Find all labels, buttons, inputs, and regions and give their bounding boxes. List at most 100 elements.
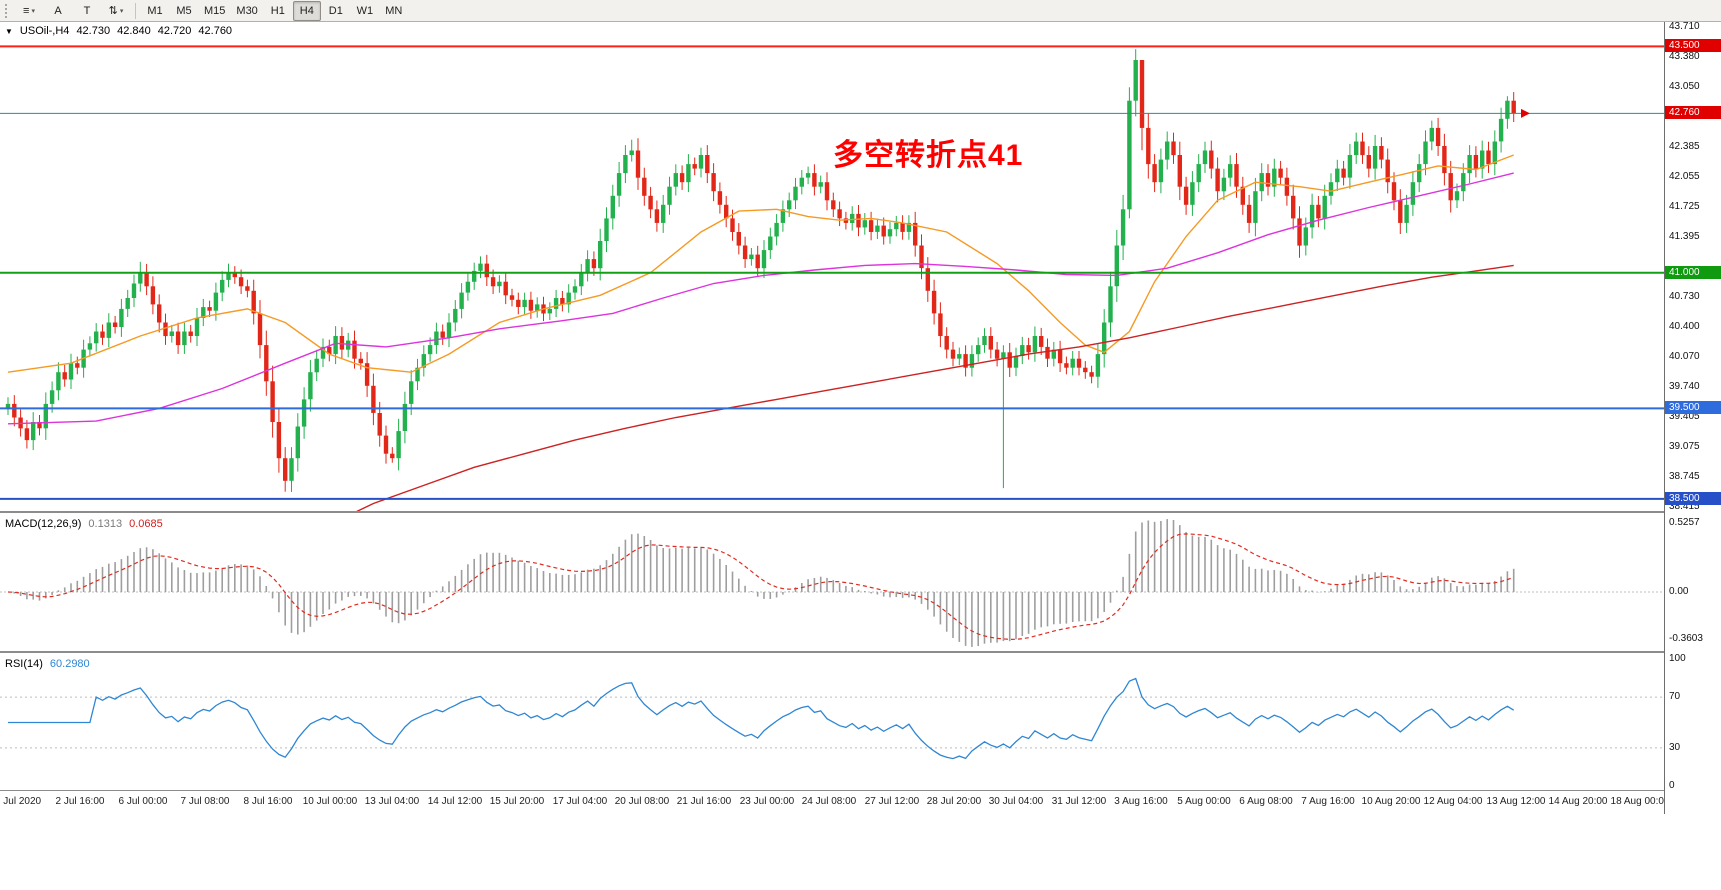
time-label: 6 Jul 00:00 <box>118 796 168 807</box>
macd-header: MACD(12,26,9) 0.1313 0.0685 <box>5 518 163 530</box>
macd-signal-value: 0.0685 <box>129 518 163 530</box>
text-tool-t-button[interactable]: T <box>73 1 101 21</box>
time-label: 31 Jul 12:00 <box>1051 796 1107 807</box>
text-tool-a-icon: A <box>54 4 62 17</box>
timeframe-d1-button[interactable]: D1 <box>328 4 343 17</box>
price-tick-label: 41.725 <box>1669 201 1700 212</box>
time-label: 23 Jul 00:00 <box>739 796 795 807</box>
time-label: 30 Jul 04:00 <box>988 796 1044 807</box>
price-tick-label: 38.745 <box>1669 471 1700 482</box>
main-chart-pane[interactable]: ▼ USOil-,H4 42.730 42.840 42.720 42.760 … <box>0 22 1664 513</box>
time-axis[interactable]: 1 Jul 2020 2 Jul 16:00 6 Jul 00:00 7 Jul 08… <box>0 792 1669 814</box>
candlestick-plot[interactable] <box>0 22 1664 511</box>
price-level-badge: 38.500 <box>1665 492 1721 505</box>
symbol-timeframe-label: USOil-,H4 <box>19 25 70 37</box>
arrange-cycle-button[interactable]: ⇅ ▾ <box>102 1 130 21</box>
price-axis[interactable]: 43.710 43.380 43.050 42.385 42.055 41.725 41.3… <box>1664 21 1721 814</box>
time-label: 18 Aug 00:00 <box>1610 796 1670 807</box>
time-label: 15 Jul 20:00 <box>489 796 545 807</box>
time-label: 21 Jul 16:00 <box>676 796 732 807</box>
arrange-cycle-icon: ⇅ <box>108 5 118 17</box>
toolbar-separator <box>135 2 136 19</box>
rsi-label: RSI(14) <box>5 658 43 670</box>
chevron-down-icon: ▾ <box>31 7 35 15</box>
macd-histogram <box>13 519 1515 647</box>
timeframe-m15-button[interactable]: M15 <box>204 4 226 17</box>
current-price-arrow <box>1521 108 1530 118</box>
timeframe-m1-button[interactable]: M1 <box>147 4 163 17</box>
low-value: 42.720 <box>157 25 192 37</box>
time-label: 8 Jul 16:00 <box>243 796 293 807</box>
time-label: 3 Aug 16:00 <box>1114 796 1168 807</box>
macd-scale-label: 0.00 <box>1669 586 1689 597</box>
rsi-scale-label: 0 <box>1669 780 1675 791</box>
price-level-badge: 41.000 <box>1665 266 1721 279</box>
price-tick-label: 39.405 <box>1669 411 1700 422</box>
candles-layer <box>5 49 1516 492</box>
price-tick-label: 40.400 <box>1669 321 1700 332</box>
high-value: 42.840 <box>117 25 151 37</box>
time-label: 5 Aug 00:00 <box>1177 796 1231 807</box>
time-label: 17 Jul 04:00 <box>552 796 608 807</box>
price-level-badge: 42.760 <box>1665 106 1721 119</box>
macd-indicator-plot <box>0 519 1664 647</box>
price-level-badge: 43.500 <box>1665 39 1721 52</box>
rsi-header: RSI(14) 60.2980 <box>5 658 90 670</box>
price-tick-label: 40.070 <box>1669 351 1700 362</box>
close-value: 42.760 <box>198 25 233 37</box>
timeframe-w1-button[interactable]: W1 <box>356 4 374 17</box>
text-tool-a-button[interactable]: A <box>44 1 72 21</box>
rsi-scale-label: 100 <box>1669 653 1686 664</box>
collapse-arrow-icon[interactable]: ▼ <box>5 27 13 36</box>
timeframe-m30-button[interactable]: M30 <box>236 4 258 17</box>
time-label: 12 Aug 04:00 <box>1423 796 1483 807</box>
ma-mid-magenta <box>7 172 1514 425</box>
chart-list-button[interactable]: ≡ ▾ <box>15 1 43 21</box>
price-tick-label: 43.050 <box>1669 81 1700 92</box>
time-label: 2 Jul 16:00 <box>55 796 105 807</box>
time-label: 6 Aug 08:00 <box>1239 796 1293 807</box>
open-value: 42.730 <box>76 25 111 37</box>
price-tick-label: 39.075 <box>1669 441 1700 452</box>
timeframe-mn-button[interactable]: MN <box>385 4 403 17</box>
macd-pane[interactable]: MACD(12,26,9) 0.1313 0.0685 <box>0 515 1664 653</box>
time-label: 20 Jul 08:00 <box>614 796 670 807</box>
macd-main-value: 0.1313 <box>88 518 123 530</box>
macd-signal-line <box>7 533 1514 641</box>
price-tick-label: 42.055 <box>1669 171 1700 182</box>
chart-annotation-text: 多空转折点41 <box>833 139 1024 172</box>
rsi-line <box>8 677 1515 760</box>
rsi-scale-label: 70 <box>1669 691 1681 702</box>
time-label: 10 Jul 00:00 <box>302 796 358 807</box>
timeframe-h4-button[interactable]: H4 <box>292 0 321 21</box>
rsi-pane[interactable]: RSI(14) 60.2980 <box>0 655 1664 791</box>
chevron-down-icon: ▾ <box>119 7 124 15</box>
time-label: 28 Jul 20:00 <box>926 796 982 807</box>
chart-ohlc-header: ▼ USOil-,H4 42.730 42.840 42.720 42.760 <box>5 25 232 37</box>
time-label: 13 Aug 12:00 <box>1486 796 1546 807</box>
text-tool-t-icon: T <box>83 4 91 17</box>
price-tick-label: 40.730 <box>1669 291 1700 302</box>
timeframe-h1-button[interactable]: H1 <box>270 4 285 17</box>
price-tick-label: 39.740 <box>1669 381 1700 392</box>
macd-scale-label: 0.5257 <box>1669 517 1700 528</box>
rsi-scale-label: 30 <box>1669 742 1681 753</box>
toolbar: ≡ ▾ A T ⇅ ▾ M1 M5 M15 M30 H1 H4 D1 W1 MN <box>0 0 1721 22</box>
macd-label: MACD(12,26,9) <box>5 518 82 530</box>
timeframe-m5-button[interactable]: M5 <box>176 4 192 17</box>
toolbar-drag-handle[interactable] <box>5 3 10 18</box>
macd-scale-label: -0.3603 <box>1669 633 1703 644</box>
chart-list-icon: ≡ <box>23 4 30 17</box>
time-label: 1 Jul 2020 <box>0 796 42 807</box>
time-label: 7 Aug 16:00 <box>1301 796 1355 807</box>
price-tick-label: 41.395 <box>1669 231 1700 242</box>
time-label: 10 Aug 20:00 <box>1361 796 1421 807</box>
chart-tools-group: ≡ ▾ A T ⇅ ▾ <box>15 1 130 21</box>
price-tick-label: 43.710 <box>1669 21 1700 32</box>
ma-fast-orange <box>7 154 1514 373</box>
price-tick-label: 42.385 <box>1669 141 1700 152</box>
time-label: 14 Aug 20:00 <box>1548 796 1608 807</box>
time-label: 24 Jul 08:00 <box>801 796 857 807</box>
rsi-value: 60.2980 <box>49 658 90 670</box>
